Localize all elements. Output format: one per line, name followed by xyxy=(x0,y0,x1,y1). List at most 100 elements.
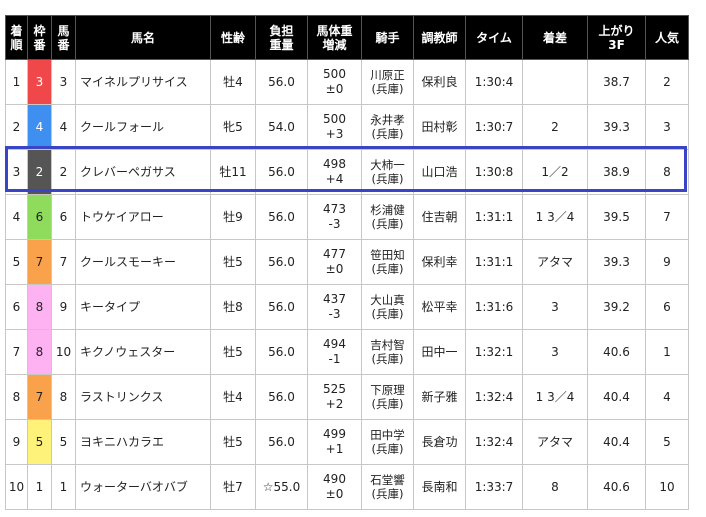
frame-cell: 3 xyxy=(27,59,52,105)
margin-cell: 1 3／4 xyxy=(522,374,588,420)
finish-cell: 3 xyxy=(5,149,28,195)
weight-cell: 56.0 xyxy=(255,284,308,330)
header-jockey: 騎手 xyxy=(361,15,414,60)
margin-cell xyxy=(522,59,588,105)
horse-number-cell: 7 xyxy=(51,239,76,285)
header-weight: 負担 重量 xyxy=(255,15,308,60)
frame-cell: 5 xyxy=(27,419,52,465)
sex-age-cell: 牡5 xyxy=(210,419,256,465)
time-cell: 1:31:1 xyxy=(465,194,523,240)
margin-cell: 3 xyxy=(522,284,588,330)
horse-number-cell: 6 xyxy=(51,194,76,240)
last3f-cell: 39.2 xyxy=(587,284,646,330)
popularity-cell: 8 xyxy=(645,149,689,195)
popularity-cell: 10 xyxy=(645,464,689,510)
table-row: 10 1 1 ウォーターバオバブ 牡7 ☆55.0 490 ±0 石堂響 (兵庫) 長南和 1:33:… xyxy=(5,464,689,510)
time-cell: 1:31:1 xyxy=(465,239,523,285)
margin-cell: アタマ xyxy=(522,419,588,465)
horse-name-cell: クールフォール xyxy=(75,104,211,150)
table-row: 8 7 8 ラストリンクス 牡4 56.0 525 +2 下原理 (兵庫) 新子雅 1:32:4 1 3… xyxy=(5,374,689,420)
jockey-cell: 吉村智 (兵庫) xyxy=(361,329,414,375)
last3f-cell: 40.4 xyxy=(587,374,646,420)
finish-cell: 4 xyxy=(5,194,28,240)
body-weight-cell: 494 -1 xyxy=(307,329,362,375)
table-row: 4 6 6 トウケイアロー 牡9 56.0 473 -3 杉浦健 (兵庫) 住吉朝 1:31:1 1 3… xyxy=(5,194,689,240)
finish-cell: 2 xyxy=(5,104,28,150)
weight-cell: 56.0 xyxy=(255,59,308,105)
finish-cell: 9 xyxy=(5,419,28,465)
weight-cell: 56.0 xyxy=(255,329,308,375)
jockey-cell: 大山真 (兵庫) xyxy=(361,284,414,330)
margin-cell: 3 xyxy=(522,329,588,375)
popularity-cell: 9 xyxy=(645,239,689,285)
header-trainer: 調教師 xyxy=(413,15,466,60)
time-cell: 1:32:1 xyxy=(465,329,523,375)
last3f-cell: 39.5 xyxy=(587,194,646,240)
finish-cell: 8 xyxy=(5,374,28,420)
trainer-cell: 田中一 xyxy=(413,329,466,375)
time-cell: 1:32:4 xyxy=(465,419,523,465)
horse-name-cell: ウォーターバオバブ xyxy=(75,464,211,510)
margin-cell: 8 xyxy=(522,464,588,510)
header-time: タイム xyxy=(465,15,523,60)
table-row: 6 8 9 キータイプ 牡8 56.0 437 -3 大山真 (兵庫) 松平幸 1:31:6 3 39.2… xyxy=(5,284,689,330)
frame-cell: 8 xyxy=(27,284,52,330)
table-row: 9 5 5 ヨキニハカラエ 牡5 56.0 499 +1 田中学 (兵庫) 長倉功 1:32:4 アタマ… xyxy=(5,419,689,465)
popularity-cell: 6 xyxy=(645,284,689,330)
horse-name-cell: クレバーペガサス xyxy=(75,149,211,195)
header-popularity: 人気 xyxy=(645,15,689,60)
popularity-cell: 3 xyxy=(645,104,689,150)
frame-cell: 8 xyxy=(27,329,52,375)
table-row: 2 4 4 クールフォール 牝5 54.0 500 +3 永井孝 (兵庫) 田村彰 1:30:7 2 39… xyxy=(5,104,689,150)
last3f-cell: 39.3 xyxy=(587,239,646,285)
header-sex-age: 性齢 xyxy=(210,15,256,60)
trainer-cell: 保利良 xyxy=(413,59,466,105)
body-weight-cell: 477 ±0 xyxy=(307,239,362,285)
last3f-cell: 40.4 xyxy=(587,419,646,465)
table-row: 7 8 10 キクノウェスター 牡5 56.0 494 -1 吉村智 (兵庫) 田中一 1:32:1 3… xyxy=(5,329,689,375)
horse-number-cell: 9 xyxy=(51,284,76,330)
weight-cell: 56.0 xyxy=(255,374,308,420)
finish-cell: 5 xyxy=(5,239,28,285)
body-weight-cell: 500 +3 xyxy=(307,104,362,150)
frame-cell: 2 xyxy=(27,149,52,195)
time-cell: 1:30:4 xyxy=(465,59,523,105)
last3f-cell: 38.9 xyxy=(587,149,646,195)
weight-cell: ☆55.0 xyxy=(255,464,308,510)
body-weight-cell: 500 ±0 xyxy=(307,59,362,105)
weight-cell: 56.0 xyxy=(255,194,308,240)
table-row: 1 3 3 マイネルプリサイス 牡4 56.0 500 ±0 川原正 (兵庫) 保利良 1:30:4 3… xyxy=(5,59,689,105)
sex-age-cell: 牡7 xyxy=(210,464,256,510)
last3f-cell: 39.3 xyxy=(587,104,646,150)
body-weight-cell: 525 +2 xyxy=(307,374,362,420)
horse-number-cell: 8 xyxy=(51,374,76,420)
horse-name-cell: キータイプ xyxy=(75,284,211,330)
header-number: 馬番 xyxy=(51,15,76,60)
frame-cell: 7 xyxy=(27,239,52,285)
last3f-cell: 38.7 xyxy=(587,59,646,105)
horse-name-cell: キクノウェスター xyxy=(75,329,211,375)
weight-cell: 56.0 xyxy=(255,239,308,285)
time-cell: 1:30:7 xyxy=(465,104,523,150)
sex-age-cell: 牡8 xyxy=(210,284,256,330)
trainer-cell: 山口浩 xyxy=(413,149,466,195)
time-cell: 1:33:7 xyxy=(465,464,523,510)
frame-cell: 7 xyxy=(27,374,52,420)
body-weight-cell: 490 ±0 xyxy=(307,464,362,510)
jockey-cell: 下原理 (兵庫) xyxy=(361,374,414,420)
finish-cell: 7 xyxy=(5,329,28,375)
jockey-cell: 杉浦健 (兵庫) xyxy=(361,194,414,240)
horse-name-cell: ヨキニハカラエ xyxy=(75,419,211,465)
sex-age-cell: 牡5 xyxy=(210,329,256,375)
last3f-cell: 40.6 xyxy=(587,329,646,375)
sex-age-cell: 牝5 xyxy=(210,104,256,150)
sex-age-cell: 牡9 xyxy=(210,194,256,240)
margin-cell: 2 xyxy=(522,104,588,150)
header-finish: 着順 xyxy=(5,15,28,60)
horse-number-cell: 10 xyxy=(51,329,76,375)
trainer-cell: 長南和 xyxy=(413,464,466,510)
horse-number-cell: 4 xyxy=(51,104,76,150)
horse-number-cell: 3 xyxy=(51,59,76,105)
jockey-cell: 田中学 (兵庫) xyxy=(361,419,414,465)
time-cell: 1:31:6 xyxy=(465,284,523,330)
